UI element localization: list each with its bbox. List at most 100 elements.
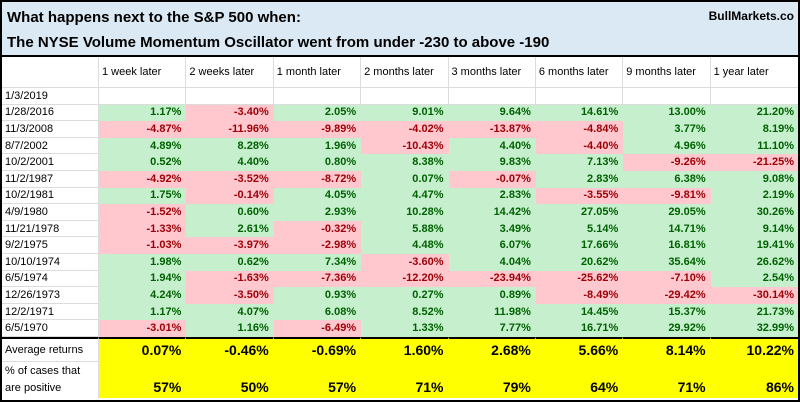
average-return-cell[interactable]: -0.69% [273,336,362,362]
return-cell[interactable]: 7.34% [273,253,362,271]
return-cell[interactable]: 9.64% [448,104,536,122]
row-date[interactable]: 10/2/1981 [2,187,99,205]
return-cell[interactable]: 8.28% [186,137,274,155]
row-date[interactable]: 6/5/1970 [2,320,99,337]
return-cell[interactable]: 1.33% [361,320,449,337]
return-cell[interactable]: 8.38% [361,154,449,171]
return-cell[interactable]: -3.97% [186,237,274,254]
return-cell[interactable]: -1.03% [99,237,187,254]
return-cell[interactable]: 2.19% [710,187,798,205]
percent-positive-cell[interactable]: 50% [186,361,274,398]
return-cell[interactable]: 4.07% [186,303,274,321]
return-cell[interactable]: 3.77% [623,121,711,138]
return-cell[interactable]: 0.80% [273,154,362,171]
percent-positive-cell[interactable]: 71% [361,361,449,398]
return-cell[interactable]: -30.14% [710,287,798,304]
average-returns-label[interactable]: Average returns [2,336,99,362]
return-cell[interactable]: -9.89% [273,121,362,138]
return-cell[interactable]: 14.61% [535,104,624,122]
row-date[interactable]: 9/2/1975 [2,237,99,254]
column-header[interactable]: 3 months later [448,57,536,88]
return-cell[interactable]: -23.94% [448,270,536,288]
return-cell[interactable] [623,88,711,105]
return-cell[interactable]: 5.14% [535,220,624,238]
return-cell[interactable]: -3.52% [186,170,274,188]
return-cell[interactable]: 4.40% [186,154,274,171]
return-cell[interactable]: -3.50% [186,287,274,304]
percent-positive-cell[interactable]: 86% [710,361,798,398]
column-header[interactable]: 1 month later [273,57,362,88]
return-cell[interactable]: -9.26% [623,154,711,171]
return-cell[interactable] [535,88,624,105]
return-cell[interactable]: -4.40% [535,137,624,155]
return-cell[interactable]: 1.17% [99,303,187,321]
return-cell[interactable]: 14.42% [448,204,536,221]
return-cell[interactable]: 9.08% [710,170,798,188]
return-cell[interactable]: -0.07% [448,170,536,188]
return-cell[interactable]: -3.01% [99,320,187,337]
return-cell[interactable]: -3.55% [535,187,624,205]
return-cell[interactable]: -8.72% [273,170,362,188]
return-cell[interactable]: 0.60% [186,204,274,221]
return-cell[interactable]: 16.81% [623,237,711,254]
return-cell[interactable]: 29.05% [623,204,711,221]
row-date[interactable]: 11/21/1978 [2,220,99,238]
return-cell[interactable]: 4.24% [99,287,187,304]
return-cell[interactable]: 11.98% [448,303,536,321]
return-cell[interactable]: -7.36% [273,270,362,288]
average-return-cell[interactable]: 10.22% [710,336,798,362]
return-cell[interactable]: 4.40% [448,137,536,155]
return-cell[interactable]: -1.52% [99,204,187,221]
return-cell[interactable]: 26.62% [710,253,798,271]
return-cell[interactable]: 16.71% [535,320,624,337]
return-cell[interactable]: 9.14% [710,220,798,238]
column-header[interactable]: 6 months later [535,57,624,88]
return-cell[interactable]: 0.89% [448,287,536,304]
column-header[interactable]: 9 months later [623,57,711,88]
return-cell[interactable]: 29.92% [623,320,711,337]
row-date[interactable]: 11/3/2008 [2,121,99,138]
return-cell[interactable] [361,88,449,105]
average-return-cell[interactable]: 5.66% [535,336,624,362]
row-date[interactable]: 10/10/1974 [2,253,99,271]
return-cell[interactable]: -4.84% [535,121,624,138]
return-cell[interactable] [186,88,274,105]
return-cell[interactable]: 32.99% [710,320,798,337]
return-cell[interactable]: 2.54% [710,270,798,288]
return-cell[interactable]: 2.61% [186,220,274,238]
return-cell[interactable]: 14.71% [623,220,711,238]
return-cell[interactable]: 21.20% [710,104,798,122]
return-cell[interactable]: -0.32% [273,220,362,238]
return-cell[interactable]: 2.93% [273,204,362,221]
return-cell[interactable]: 19.41% [710,237,798,254]
row-date[interactable]: 1/28/2016 [2,104,99,122]
return-cell[interactable]: 17.66% [535,237,624,254]
return-cell[interactable]: -6.49% [273,320,362,337]
percent-positive-cell[interactable]: 64% [535,361,624,398]
return-cell[interactable]: 4.05% [273,187,362,205]
percent-positive-cell[interactable]: 57% [273,361,362,398]
return-cell[interactable]: -25.62% [535,270,624,288]
return-cell[interactable]: 2.83% [535,170,624,188]
return-cell[interactable]: -4.87% [99,121,187,138]
return-cell[interactable]: 4.04% [448,253,536,271]
column-header[interactable]: 1 year later [710,57,798,88]
average-return-cell[interactable]: 1.60% [361,336,449,362]
return-cell[interactable]: 1.75% [99,187,187,205]
return-cell[interactable]: -12.20% [361,270,449,288]
return-cell[interactable]: 1.98% [99,253,187,271]
average-return-cell[interactable]: 2.68% [448,336,536,362]
return-cell[interactable]: 27.05% [535,204,624,221]
return-cell[interactable]: 1.94% [99,270,187,288]
return-cell[interactable]: -3.60% [361,253,449,271]
return-cell[interactable]: -2.98% [273,237,362,254]
column-header[interactable]: 2 weeks later [186,57,274,88]
return-cell[interactable]: -21.25% [710,154,798,171]
return-cell[interactable]: 15.37% [623,303,711,321]
return-cell[interactable]: 7.13% [535,154,624,171]
return-cell[interactable]: 9.01% [361,104,449,122]
row-date[interactable]: 1/3/2019 [2,88,99,105]
return-cell[interactable]: 11.10% [710,137,798,155]
return-cell[interactable]: 5.88% [361,220,449,238]
row-date[interactable]: 12/2/1971 [2,303,99,321]
